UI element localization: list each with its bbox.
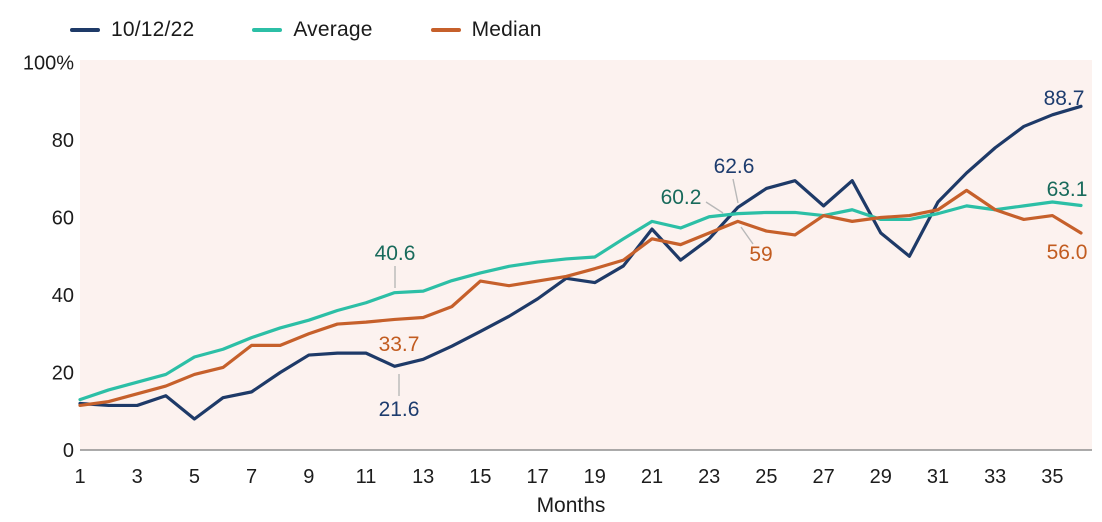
annotation-median-33-7: 33.7 <box>379 333 420 356</box>
x-tick-29: 29 <box>870 466 892 488</box>
y-tick-0: 0 <box>63 440 74 462</box>
x-tick-15: 15 <box>469 466 491 488</box>
annotation-median-59: 59 <box>749 243 772 266</box>
x-tick-3: 3 <box>132 466 143 488</box>
x-tick-19: 19 <box>584 466 606 488</box>
x-tick-1: 1 <box>74 466 85 488</box>
x-tick-5: 5 <box>189 466 200 488</box>
x-tick-31: 31 <box>927 466 949 488</box>
x-tick-27: 27 <box>812 466 834 488</box>
legend-item-average: Average <box>252 18 372 42</box>
series-line-median <box>78 188 1083 408</box>
annotation-10-12-22-88-7: 88.7 <box>1044 87 1085 110</box>
annotation-average-63-1: 63.1 <box>1047 178 1088 201</box>
x-tick-35: 35 <box>1041 466 1063 488</box>
annotation-leader-average-60-2 <box>705 201 724 214</box>
x-tick-21: 21 <box>641 466 663 488</box>
y-tick-80: 80 <box>52 130 74 152</box>
y-tick-100: 100% <box>23 53 74 75</box>
legend-item-10-12-22: 10/12/22 <box>70 18 194 42</box>
x-tick-17: 17 <box>526 466 548 488</box>
legend: 10/12/22 Average Median <box>70 18 542 42</box>
annotation-average-40-6: 40.6 <box>375 242 416 265</box>
annotation-leader-median-59 <box>740 226 754 245</box>
series-line-10-12-22 <box>78 104 1083 421</box>
y-tick-20: 20 <box>52 363 74 385</box>
x-tick-13: 13 <box>412 466 434 488</box>
y-tick-40: 40 <box>52 285 74 307</box>
x-tick-25: 25 <box>755 466 777 488</box>
x-axis-title: Months <box>537 494 606 517</box>
legend-swatch-average <box>252 28 283 32</box>
annotation-leader-10-12-22-62-6 <box>732 178 739 204</box>
annotation-median-56-0: 56.0 <box>1047 241 1088 264</box>
x-tick-9: 9 <box>303 466 314 488</box>
legend-label-median: Median <box>471 18 542 41</box>
series-line-average <box>78 200 1083 402</box>
x-tick-33: 33 <box>984 466 1006 488</box>
legend-swatch-10-12-22 <box>70 28 100 32</box>
legend-swatch-median <box>430 28 461 32</box>
y-tick-60: 60 <box>52 208 74 230</box>
legend-item-median: Median <box>430 18 542 42</box>
plot-background <box>80 60 1092 450</box>
x-tick-11: 11 <box>356 466 377 488</box>
x-tick-23: 23 <box>698 466 720 488</box>
annotation-10-12-22-62-6: 62.6 <box>714 155 755 178</box>
annotation-10-12-22-21-6: 21.6 <box>379 398 420 421</box>
x-tick-7: 7 <box>246 466 257 488</box>
annotation-average-60-2: 60.2 <box>661 186 702 209</box>
legend-label-average: Average <box>293 18 373 41</box>
legend-label-10-12-22: 10/12/22 <box>111 18 195 41</box>
